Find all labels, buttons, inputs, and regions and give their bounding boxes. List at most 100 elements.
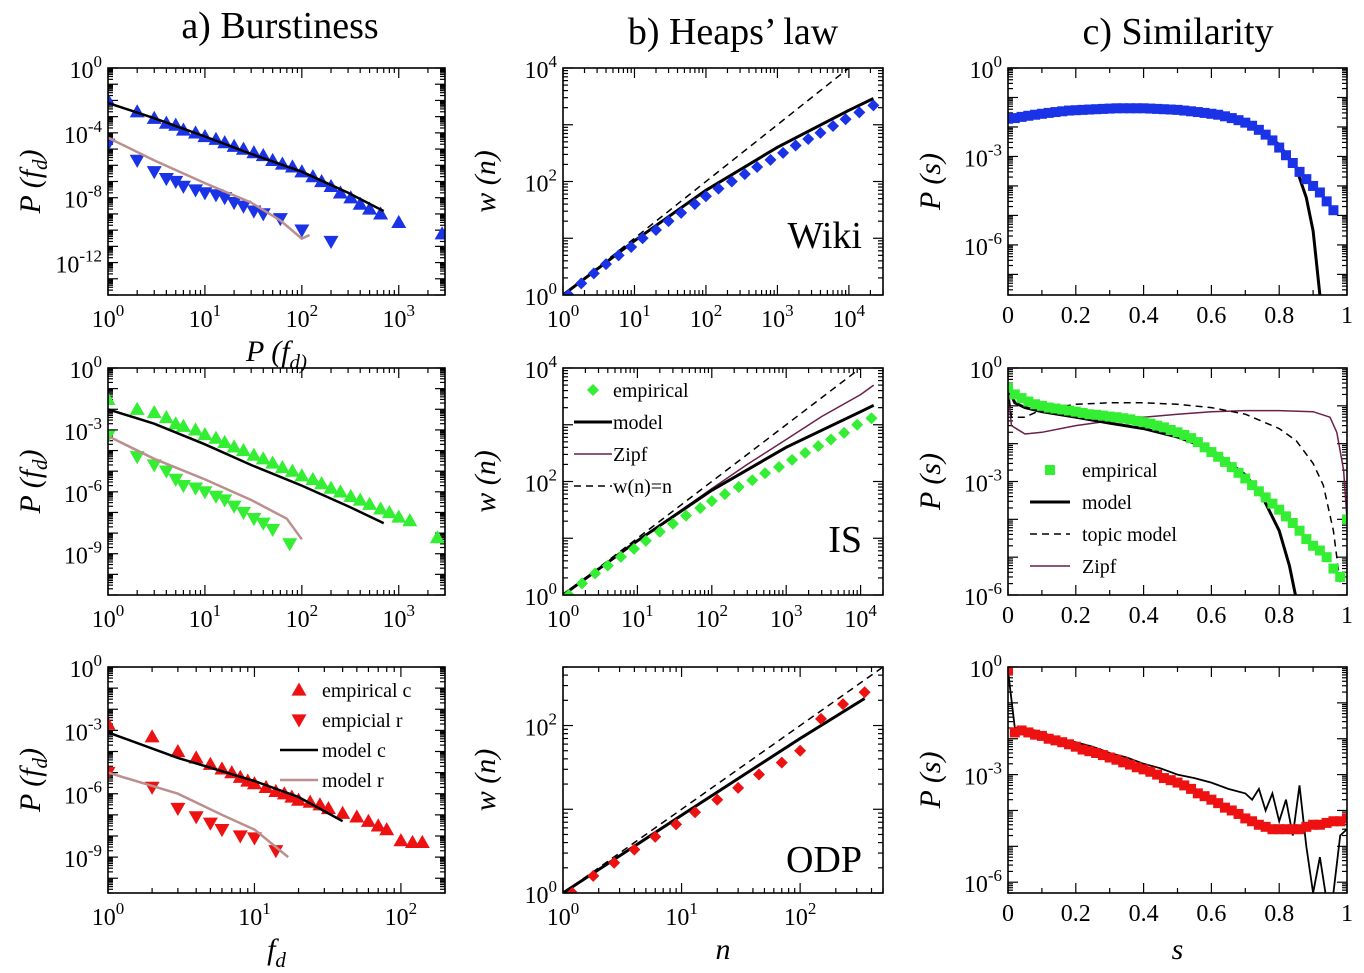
data-point (144, 729, 160, 743)
data-point (1179, 105, 1190, 116)
data-point (1240, 813, 1251, 824)
data-point (1328, 205, 1339, 216)
legend-swatch (291, 682, 307, 696)
data-point (1118, 757, 1129, 768)
data-point (1077, 104, 1088, 115)
data-point (711, 793, 724, 806)
data-point (1097, 750, 1108, 761)
data-point (1050, 735, 1061, 746)
y-tick-label: 10-3 (64, 714, 102, 746)
title-burstiness: a) Burstiness (181, 5, 378, 47)
data-point (202, 817, 218, 831)
x-tick-label: 0.4 (1129, 901, 1159, 927)
data-point (1091, 409, 1102, 420)
data-point (1084, 409, 1095, 420)
data-point (1186, 783, 1197, 794)
data-point (1287, 157, 1298, 168)
data-point (226, 500, 242, 514)
x-axis-label: fd (267, 933, 286, 972)
data-point (246, 447, 262, 461)
data-point (1179, 780, 1190, 791)
data-point (1111, 754, 1122, 765)
data-point (1104, 103, 1115, 114)
legend-label: model (1082, 492, 1132, 514)
data-point (1091, 104, 1102, 115)
y-tick-label: 100 (970, 352, 1003, 384)
data-point (1294, 824, 1305, 835)
plot-frame (1007, 67, 1348, 296)
y-axis-label: w (n) (469, 749, 502, 812)
data-point (827, 120, 840, 133)
data-point (414, 834, 430, 848)
data-point (268, 845, 284, 859)
plot-area-c3 (1008, 667, 1347, 893)
data-point (362, 496, 378, 510)
data-point (1111, 103, 1122, 114)
plot-frame (1007, 367, 1348, 596)
data-point (1253, 819, 1264, 830)
data-point (323, 480, 339, 494)
data-point (168, 175, 184, 189)
plot-frame (107, 666, 446, 894)
data-point (775, 756, 788, 769)
data-point (294, 224, 310, 238)
data-point (1274, 824, 1285, 835)
x-tick-label: 102 (696, 601, 729, 633)
data-point (1342, 514, 1347, 525)
data-point (1070, 741, 1081, 752)
x-tick-label: 0.2 (1061, 303, 1091, 329)
data-point (1335, 571, 1346, 582)
plot-area-a1 (108, 92, 445, 249)
data-point (197, 486, 213, 500)
data-point (381, 504, 397, 519)
data-point (188, 750, 204, 764)
data-point (1036, 730, 1047, 741)
data-point (1267, 498, 1278, 509)
data-point (1267, 135, 1278, 146)
data-point (1057, 737, 1068, 748)
x-tick-label: 101 (665, 899, 698, 931)
data-point (1009, 113, 1020, 124)
data-point (1165, 104, 1176, 115)
x-tick-label: 100 (92, 301, 125, 333)
data-point (1158, 104, 1169, 115)
data-point (393, 833, 409, 847)
data-point (649, 830, 662, 843)
data-point (1125, 103, 1136, 114)
data-point (705, 495, 718, 508)
data-point (1274, 504, 1285, 515)
data-point (601, 559, 614, 572)
x-tick-label: 101 (189, 601, 222, 633)
y-tick-label: 100 (525, 279, 558, 311)
y-tick-label: 10-3 (964, 140, 1002, 172)
panel-b3: 100 101 102 100 102 w (n) n ODP (469, 666, 884, 966)
series-line (563, 667, 883, 893)
data-point (1104, 752, 1115, 763)
data-point (680, 509, 693, 522)
data-point (129, 154, 145, 168)
data-point (226, 439, 242, 453)
data-point (1165, 775, 1176, 786)
x-axis-label: n (716, 933, 731, 966)
data-point (188, 811, 204, 825)
data-point (1206, 447, 1217, 458)
title-heaps-law: b) Heaps’ law (628, 11, 839, 53)
data-point (753, 768, 766, 781)
data-point (1186, 106, 1197, 117)
data-point (175, 418, 191, 432)
data-point (379, 822, 395, 836)
y-tick-label: 10-9 (64, 538, 102, 570)
data-point (1287, 824, 1298, 835)
data-point (662, 215, 675, 228)
data-point (284, 463, 300, 477)
y-tick-label: 10-6 (964, 229, 1002, 261)
legend-label: model c (322, 740, 386, 762)
data-point (575, 577, 588, 590)
x-tick-label: 102 (690, 301, 723, 333)
data-point (670, 818, 683, 831)
x-tick-label: 104 (844, 601, 877, 633)
plot-area-a3 (108, 716, 430, 859)
data-point (732, 781, 745, 794)
